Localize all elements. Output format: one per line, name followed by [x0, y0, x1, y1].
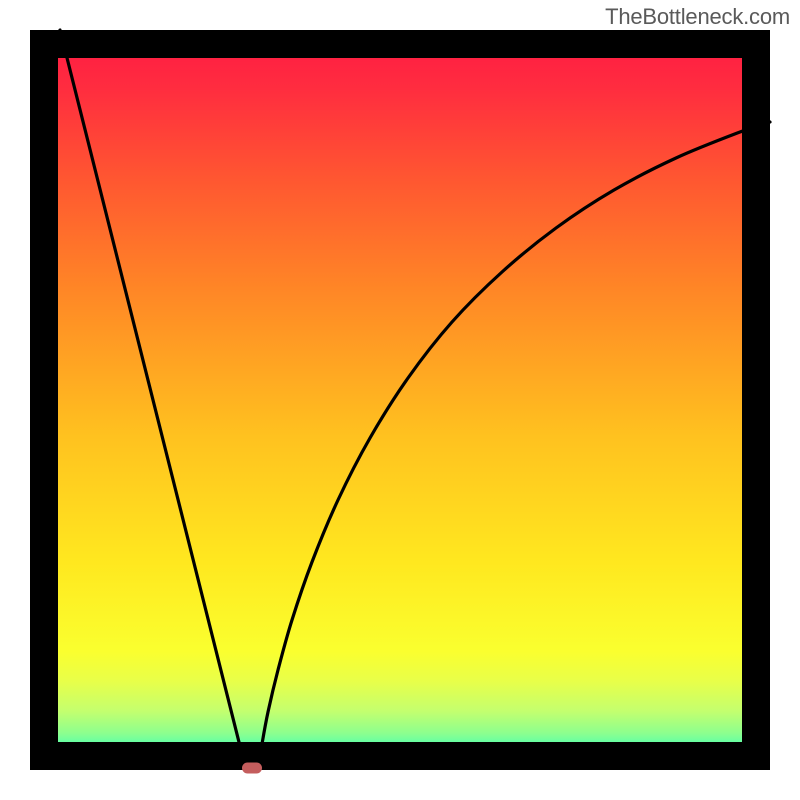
optimal-point-marker	[242, 763, 262, 774]
chart-frame: TheBottleneck.com	[0, 0, 800, 800]
bottleneck-curve	[0, 0, 800, 800]
